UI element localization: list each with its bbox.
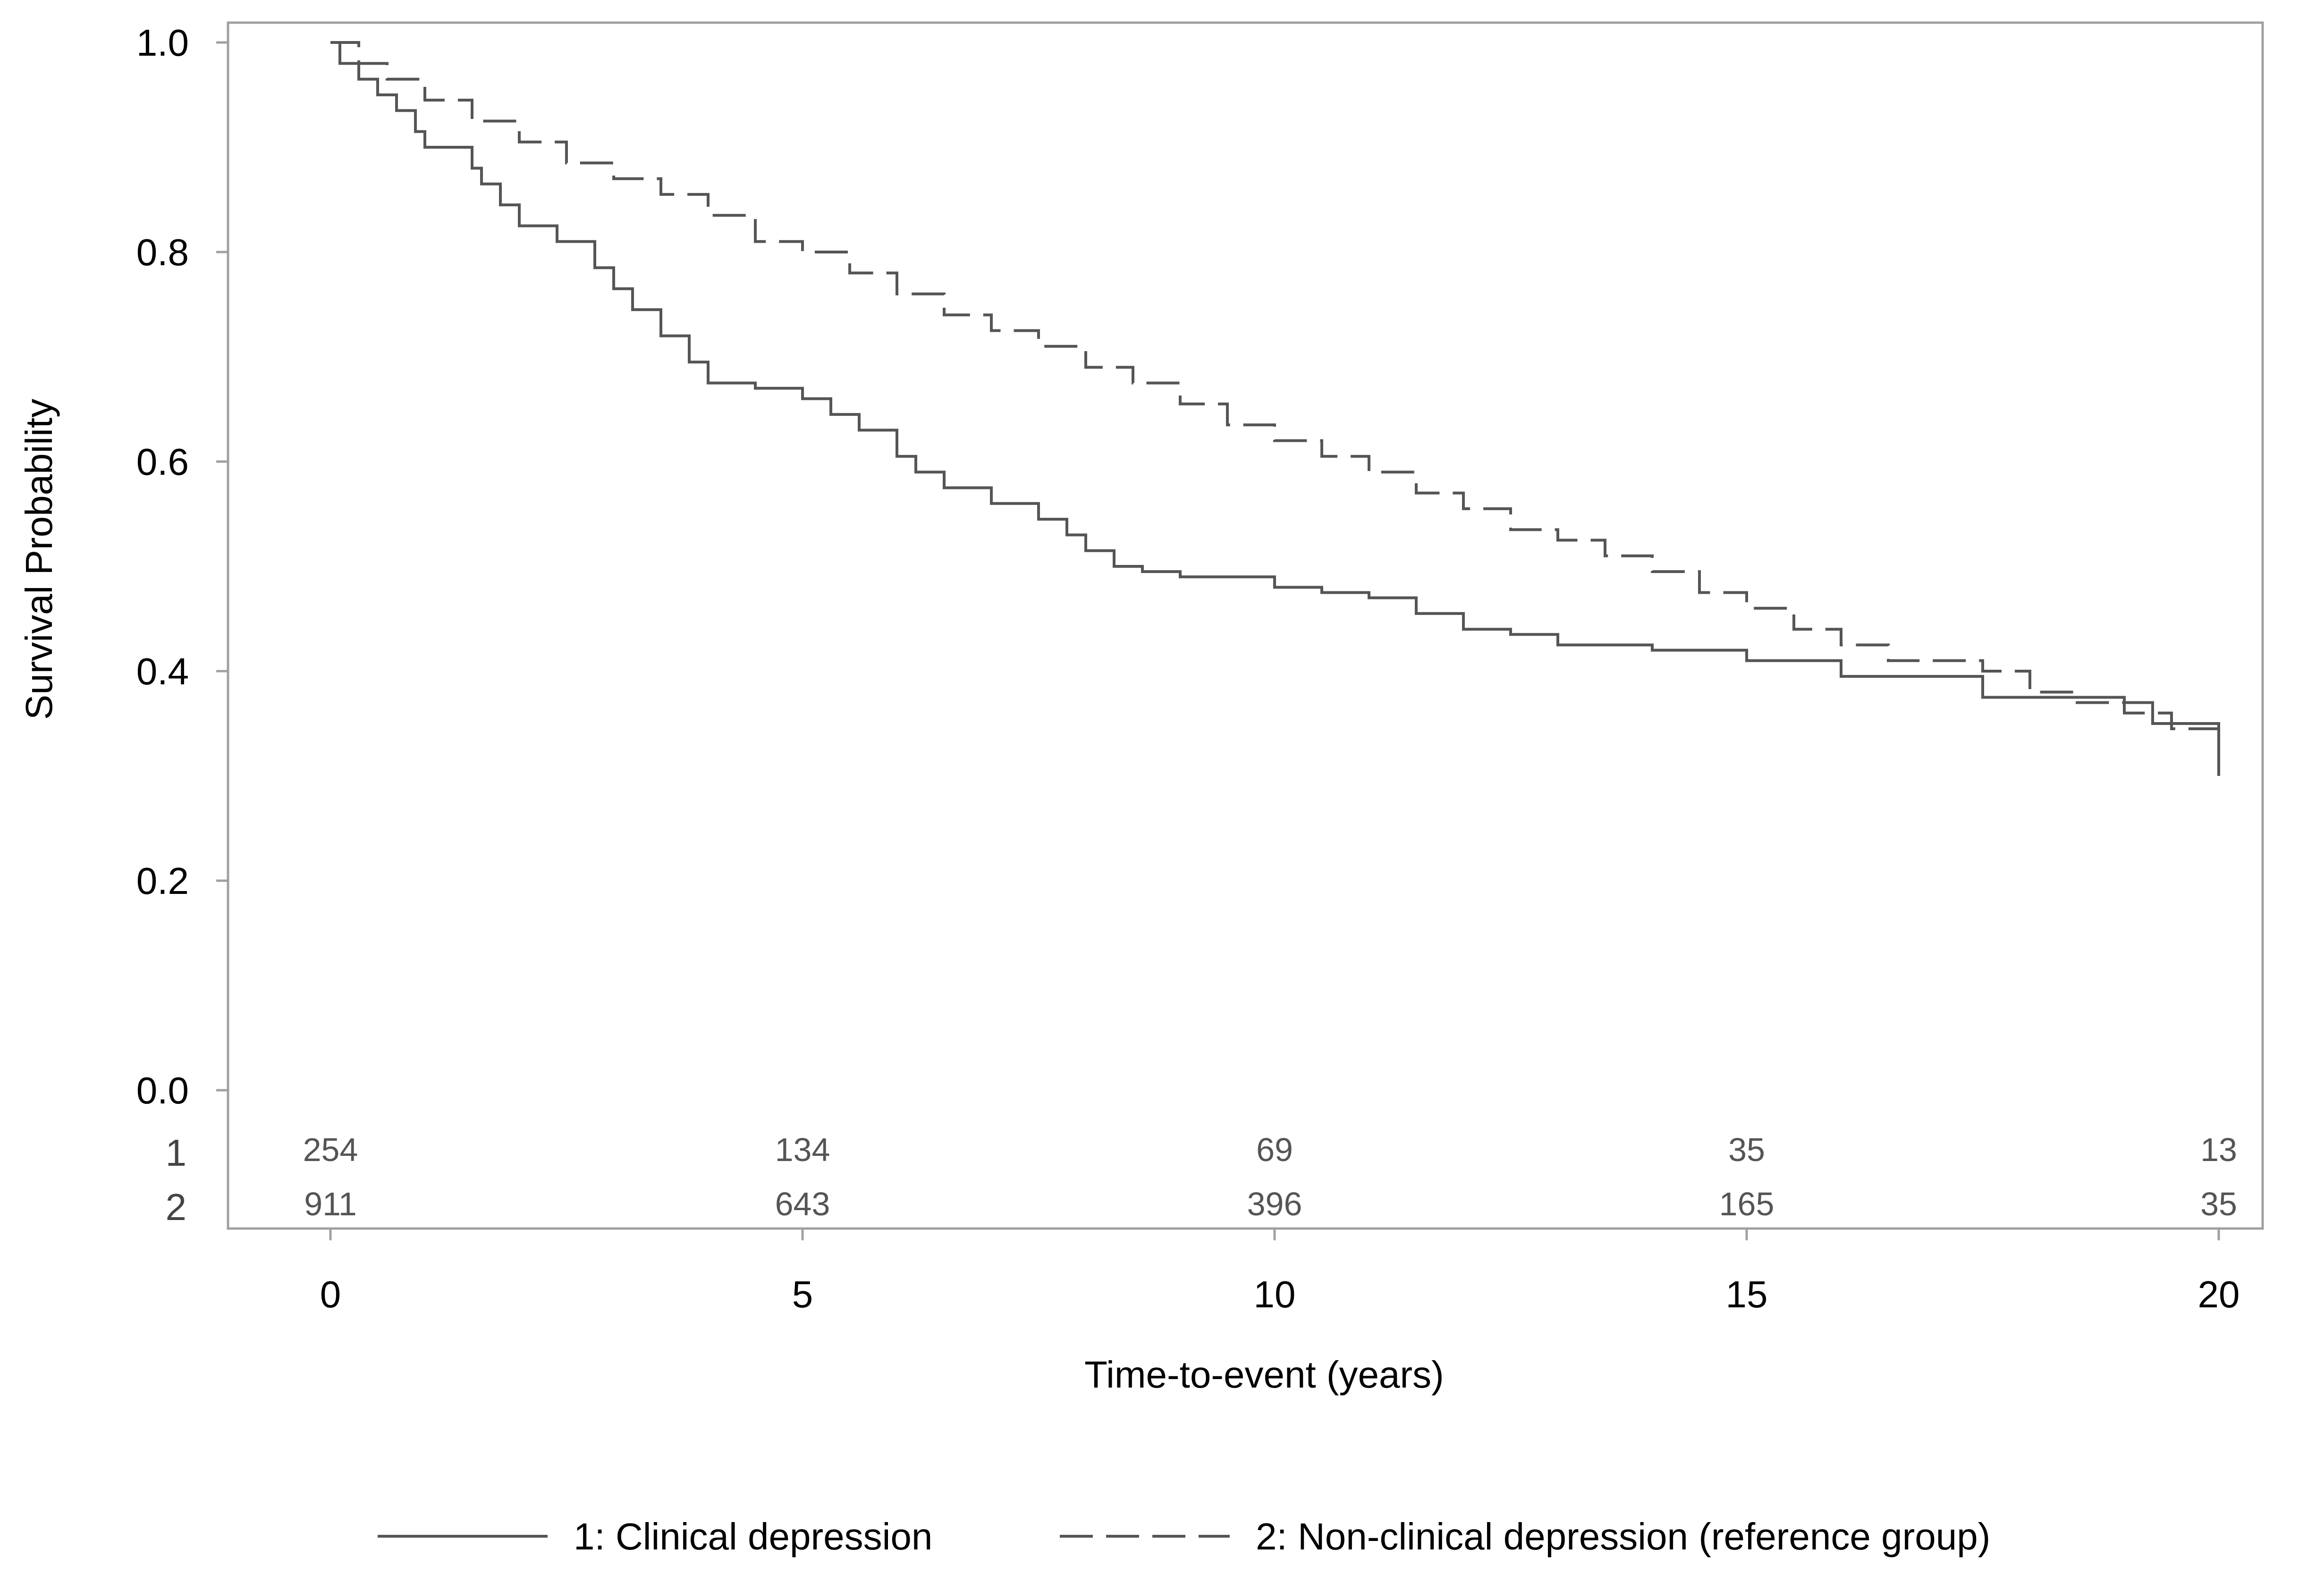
risk-table-count: 35 xyxy=(1728,1131,1765,1168)
x-tick-label: 5 xyxy=(792,1273,813,1315)
y-tick-label: 0.4 xyxy=(136,650,189,692)
x-tick-label: 10 xyxy=(1254,1273,1296,1315)
risk-table-count: 254 xyxy=(303,1131,358,1168)
legend-label-clinical-depression: 1: Clinical depression xyxy=(574,1515,932,1557)
risk-table-count: 911 xyxy=(304,1186,357,1222)
x-tick-label: 0 xyxy=(320,1273,341,1315)
series-non-clinical-depression-line xyxy=(330,41,2220,766)
x-axis: 0 5 10 15 20 xyxy=(320,1229,2240,1315)
risk-table-count: 396 xyxy=(1247,1186,1302,1222)
survival-curves xyxy=(330,41,2220,776)
x-axis-title: Time-to-event (years) xyxy=(1084,1354,1444,1396)
y-tick-label: 0.6 xyxy=(136,441,189,483)
risk-table-group-label: 2 xyxy=(166,1186,187,1228)
y-tick-label: 1.0 xyxy=(136,22,189,64)
legend-label-non-clinical-depression: 2: Non-clinical depression (reference gr… xyxy=(1256,1515,1990,1557)
risk-table-count: 13 xyxy=(2200,1131,2237,1168)
risk-table-group-label: 1 xyxy=(166,1132,187,1174)
x-tick-label: 15 xyxy=(1726,1273,1768,1315)
y-tick-label: 0.0 xyxy=(136,1069,189,1111)
x-tick-label: 20 xyxy=(2198,1273,2240,1315)
y-tick-label: 0.8 xyxy=(136,231,189,273)
y-axis-title: Survival Probability xyxy=(18,399,60,720)
y-tick-label: 0.2 xyxy=(136,860,189,902)
risk-table-count: 134 xyxy=(775,1131,830,1168)
risk-table-count: 35 xyxy=(2200,1186,2237,1222)
risk-table-count: 165 xyxy=(1719,1186,1775,1222)
y-axis: 0.0 0.2 0.4 0.6 0.8 1.0 xyxy=(136,22,228,1111)
series-clinical-depression-line xyxy=(330,41,2220,776)
risk-table-count: 643 xyxy=(775,1186,830,1222)
risk-table-count: 69 xyxy=(1256,1131,1293,1168)
number-at-risk-table: 1 254 134 69 35 13 2 911 643 396 165 35 xyxy=(166,1131,2237,1228)
legend: 1: Clinical depression 2: Non-clinical de… xyxy=(378,1515,1990,1557)
plot-frame xyxy=(227,21,2264,1230)
